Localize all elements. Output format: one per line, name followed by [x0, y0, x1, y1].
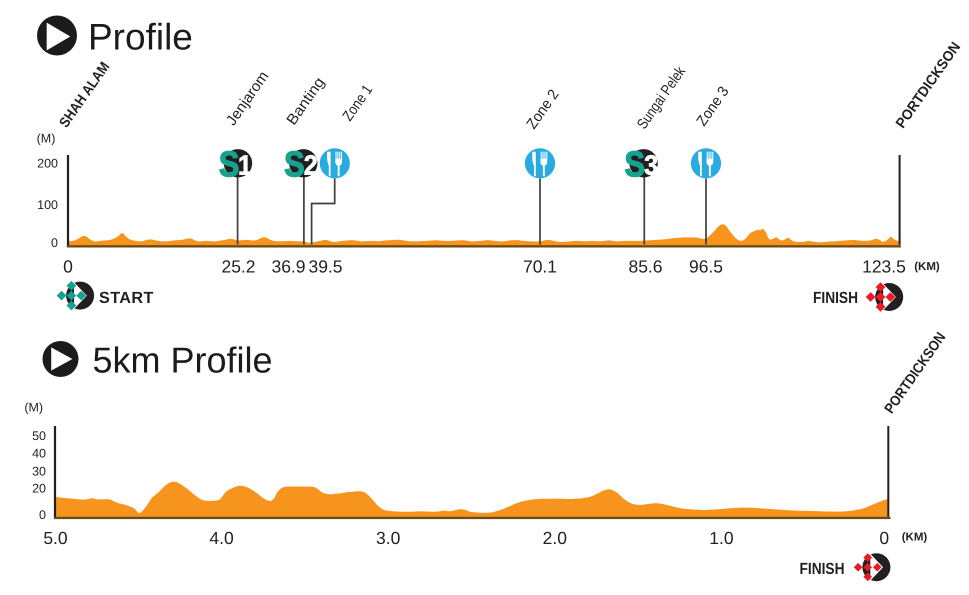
- svg-text:1.0: 1.0: [709, 528, 734, 548]
- svg-text:(M): (M): [37, 132, 56, 146]
- svg-text:40: 40: [32, 447, 46, 461]
- svg-text:(KM): (KM): [902, 532, 928, 544]
- svg-text:25.2: 25.2: [221, 257, 255, 277]
- svg-text:20: 20: [32, 482, 46, 496]
- svg-text:Profile: Profile: [88, 17, 193, 58]
- svg-text:0: 0: [51, 236, 58, 250]
- svg-text:0: 0: [39, 508, 46, 522]
- svg-text:2.0: 2.0: [543, 528, 568, 548]
- svg-text:(KM): (KM): [914, 261, 940, 273]
- svg-text:123.5: 123.5: [862, 257, 906, 277]
- svg-text:30: 30: [32, 465, 46, 479]
- svg-text:39.5: 39.5: [308, 257, 342, 277]
- svg-text:36.9: 36.9: [271, 257, 305, 277]
- svg-text:100: 100: [37, 198, 58, 212]
- svg-text:FINISH: FINISH: [800, 560, 845, 578]
- svg-text:3.0: 3.0: [376, 528, 401, 548]
- svg-text:50: 50: [32, 429, 46, 443]
- svg-text:5.0: 5.0: [43, 528, 68, 548]
- svg-text:START: START: [99, 289, 154, 307]
- svg-text:96.5: 96.5: [689, 257, 723, 277]
- svg-text:5km Profile: 5km Profile: [93, 340, 273, 381]
- svg-text:4.0: 4.0: [209, 528, 234, 548]
- svg-text:0: 0: [63, 257, 73, 277]
- svg-text:FINISH: FINISH: [813, 289, 858, 307]
- svg-text:200: 200: [37, 157, 58, 171]
- svg-text:(M): (M): [24, 401, 43, 415]
- svg-text:0: 0: [879, 528, 889, 548]
- svg-text:85.6: 85.6: [628, 257, 662, 277]
- svg-text:70.1: 70.1: [523, 257, 557, 277]
